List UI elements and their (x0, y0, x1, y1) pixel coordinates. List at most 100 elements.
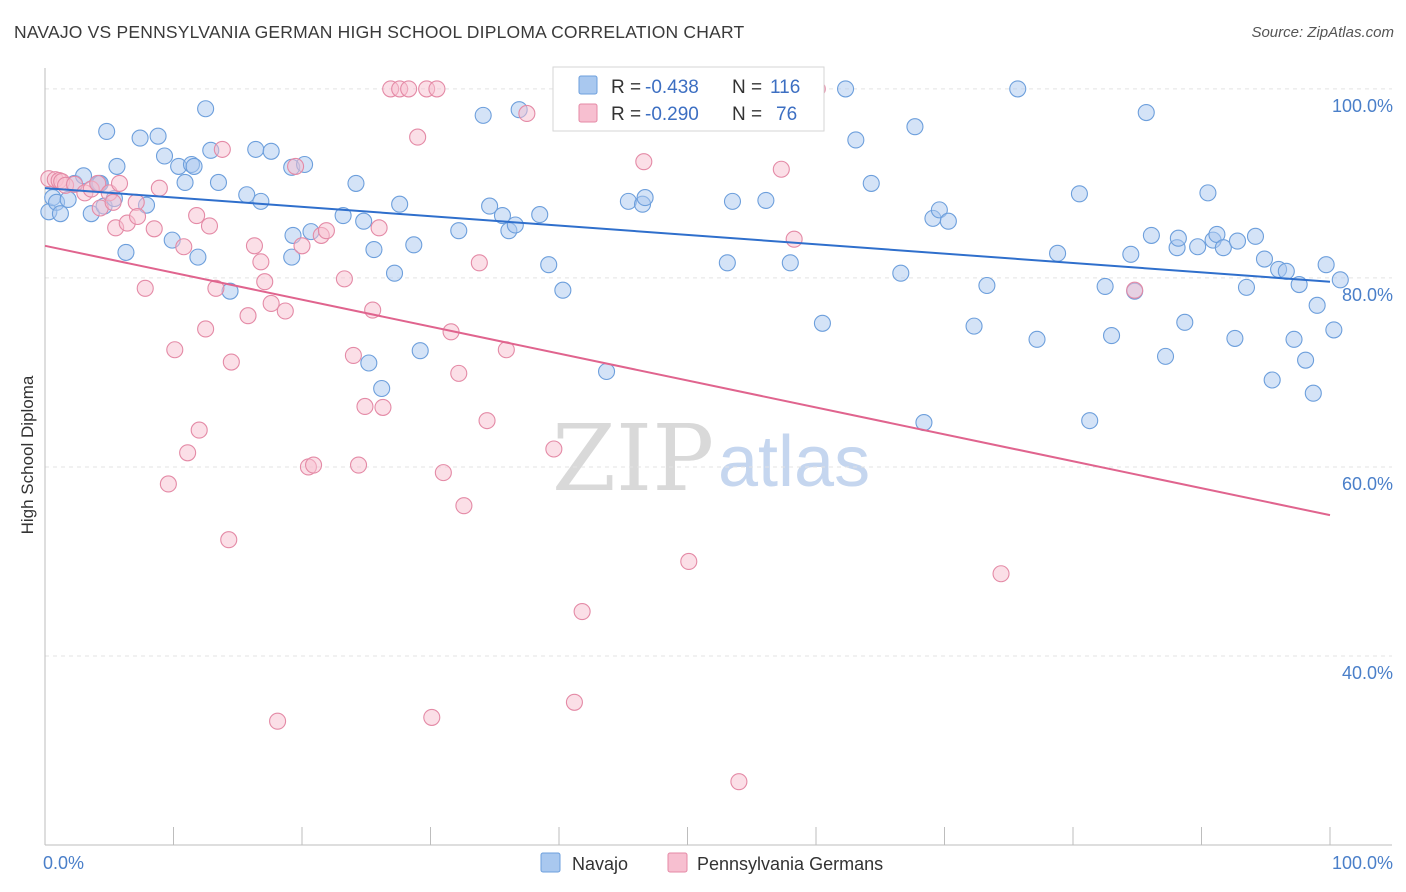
point-navajo (723, 192, 742, 210)
point-navajo (365, 241, 383, 259)
point-navajo (1137, 103, 1155, 122)
point-navajo (1156, 347, 1175, 365)
point-navajo (1255, 250, 1274, 268)
point-pennsylvania-germans (305, 456, 323, 474)
point-navajo (1308, 296, 1326, 314)
point-navajo (1214, 239, 1232, 257)
point-navajo (718, 254, 736, 272)
point-pennsylvania-germans (262, 294, 280, 312)
point-navajo (155, 147, 174, 165)
point-pennsylvania-germans (370, 219, 388, 237)
point-navajo (189, 248, 207, 266)
series-legend: Navajo Pennsylvania Germans (540, 852, 883, 874)
point-navajo (1081, 412, 1099, 430)
point-navajo (385, 264, 404, 282)
point-pennsylvania-germans (356, 397, 374, 416)
y-tick-label: 40.0% (1342, 663, 1393, 683)
legend-n-label-pennsylvania-germans: N = (732, 104, 762, 125)
point-pennsylvania-germans (680, 552, 698, 571)
x-tick-label: 100.0% (1332, 853, 1393, 873)
point-pennsylvania-germans (400, 80, 418, 98)
point-navajo (347, 174, 365, 192)
point-navajo (813, 314, 831, 332)
point-pennsylvania-germans (207, 279, 225, 297)
point-navajo (1142, 226, 1160, 244)
point-pennsylvania-germans (128, 207, 147, 226)
point-navajo (481, 197, 499, 215)
point-pennsylvania-germans (110, 174, 129, 192)
point-navajo (1028, 330, 1046, 348)
point-navajo (474, 106, 492, 124)
legend-r-label-pennsylvania-germans: R = (611, 104, 641, 125)
point-navajo (757, 191, 775, 209)
legend-swatch-pennsylvania-germans (578, 103, 598, 123)
point-pennsylvania-germans (317, 222, 335, 240)
point-navajo (531, 206, 549, 224)
axes (44, 68, 1392, 846)
point-navajo (117, 243, 135, 261)
point-pennsylvania-germans (335, 270, 353, 288)
watermark: ZIP atlas (552, 405, 870, 512)
point-navajo (597, 362, 616, 381)
point-pennsylvania-germans (434, 464, 452, 482)
x-tick-labels: 0.0% 100.0% (43, 853, 1393, 873)
point-navajo (636, 189, 654, 207)
point-pennsylvania-germans (276, 302, 294, 320)
point-navajo (1263, 371, 1281, 389)
point-pennsylvania-germans (127, 193, 145, 211)
point-navajo (283, 248, 301, 266)
y-tick-label: 80.0% (1342, 285, 1393, 305)
x-tick-label: 0.0% (43, 853, 84, 873)
point-pennsylvania-germans (200, 217, 219, 235)
point-pennsylvania-germans (150, 179, 168, 197)
point-navajo (939, 212, 957, 230)
point-navajo (238, 186, 256, 204)
watermark-zip: ZIP (552, 405, 714, 512)
point-navajo (1122, 245, 1140, 263)
trend-lines (44, 187, 1331, 517)
point-pennsylvania-germans (374, 398, 392, 416)
point-navajo (98, 122, 116, 140)
point-navajo (1237, 278, 1256, 296)
point-pennsylvania-germans (730, 773, 748, 791)
point-pennsylvania-germans (518, 104, 536, 123)
point-pennsylvania-germans (222, 353, 240, 371)
point-navajo (391, 195, 409, 213)
point-navajo (1246, 227, 1265, 245)
point-pennsylvania-germans (428, 80, 446, 98)
point-navajo (1277, 262, 1295, 280)
point-navajo (493, 206, 512, 225)
point-pennsylvania-germans (245, 237, 264, 255)
point-navajo (978, 276, 996, 295)
point-navajo (209, 173, 228, 192)
y-tick-labels: 100.0% 80.0% 60.0% 40.0% (1332, 96, 1393, 683)
point-pennsylvania-germans (220, 531, 238, 549)
point-navajo (252, 192, 270, 210)
point-navajo (405, 236, 423, 254)
point-navajo (197, 100, 215, 118)
point-pennsylvania-germans (772, 160, 790, 178)
point-pennsylvania-germans (1126, 281, 1144, 299)
point-navajo (1096, 277, 1114, 295)
point-navajo (1009, 80, 1027, 98)
stats-legend: R = -0.438 N = 116 R = -0.290 N = 76 (552, 66, 825, 132)
point-navajo (965, 317, 983, 335)
point-navajo (355, 212, 373, 230)
point-navajo (837, 80, 855, 98)
point-navajo (131, 129, 149, 147)
point-pennsylvania-germans (190, 421, 208, 439)
point-pennsylvania-germans (409, 128, 427, 146)
point-navajo (1304, 384, 1322, 402)
point-navajo (185, 157, 203, 175)
legend-n-value-navajo: 116 (770, 77, 800, 98)
point-navajo (1297, 351, 1315, 369)
point-navajo (334, 206, 352, 225)
point-pennsylvania-germans (159, 475, 177, 493)
point-pennsylvania-germans (565, 693, 583, 711)
point-pennsylvania-germans (188, 206, 206, 225)
legend-r-value-pennsylvania-germans: -0.290 (645, 104, 699, 125)
point-pennsylvania-germans (252, 253, 270, 271)
point-navajo (1176, 313, 1194, 331)
point-navajo (1103, 327, 1121, 345)
point-navajo (862, 174, 880, 192)
